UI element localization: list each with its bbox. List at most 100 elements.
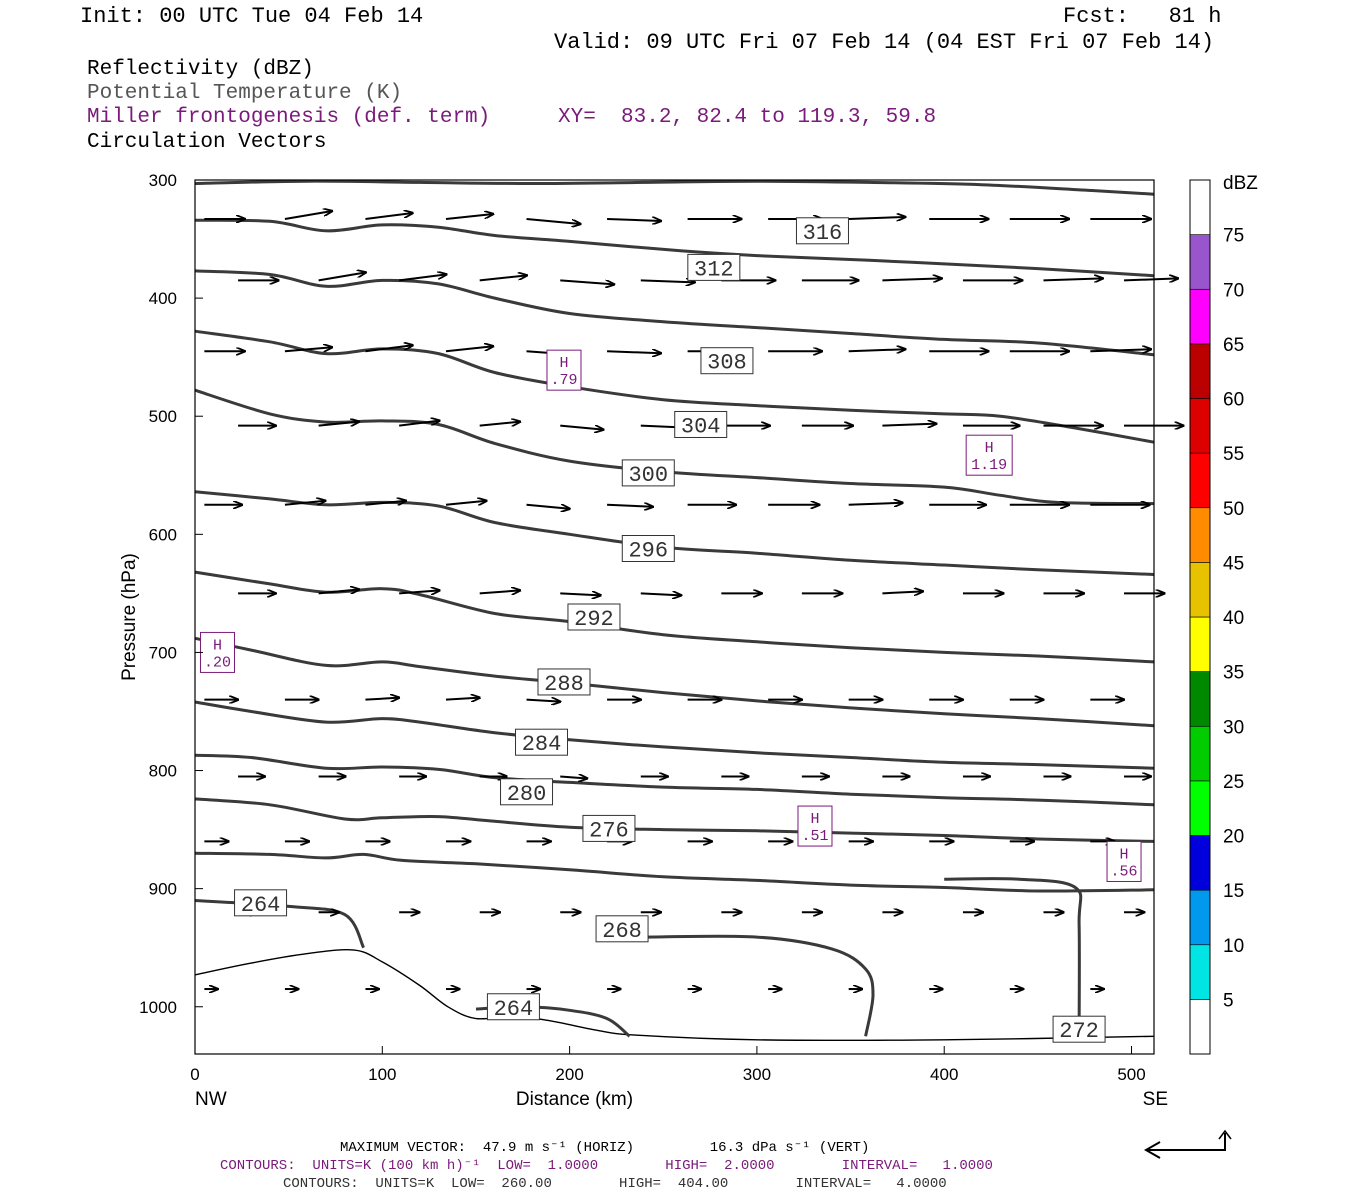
colorbar-label: 65 <box>1223 335 1244 356</box>
colorbar-segment <box>1189 398 1211 454</box>
y-tick-label: 1000 <box>139 998 177 1017</box>
colorbar-label: 30 <box>1223 717 1244 738</box>
colorbar-segment <box>1189 835 1211 891</box>
theta-label: 276 <box>589 818 629 843</box>
x-tick-label: 400 <box>930 1065 958 1084</box>
colorbar-segment <box>1189 889 1211 946</box>
theta-label: 280 <box>507 782 547 807</box>
circulation-vector <box>560 593 601 595</box>
circulation-vector <box>445 501 487 506</box>
colorbar-segment <box>1189 288 1211 345</box>
circulation-vector <box>882 278 941 280</box>
reference-vector-icon <box>1146 1133 1226 1151</box>
x-tick-label: 100 <box>368 1065 396 1084</box>
colorbar-label: 5 <box>1223 990 1234 1011</box>
circulation-vector <box>365 213 412 220</box>
theta-contour-unlabeled-15 <box>944 877 1083 1037</box>
field-label-theta: Potential Temperature (K) <box>87 82 403 105</box>
colorbar-segment <box>1189 999 1211 1055</box>
theta-contour-268 <box>194 851 1155 893</box>
theta-label-box <box>537 668 591 696</box>
x-axis-label: Distance (km) <box>516 1089 633 1110</box>
theta-label: 308 <box>707 351 747 376</box>
theta-contour-280 <box>194 753 1155 807</box>
theta-label: 264 <box>241 893 281 918</box>
theta-contour-308 <box>194 269 1155 357</box>
circulation-vector <box>318 589 360 595</box>
theta-label-box <box>582 814 636 842</box>
circulation-vector <box>284 347 332 353</box>
colorbar-label: 10 <box>1223 936 1244 957</box>
theta-contour-304 <box>194 329 1155 444</box>
colorbar-segment <box>1189 343 1211 399</box>
theta-contour-284 <box>194 700 1155 770</box>
frontogenesis-high-box <box>1106 840 1142 882</box>
colorbar-segment <box>1189 234 1211 290</box>
frontogenesis-high-value: 1.19 <box>971 457 1007 474</box>
colorbar-label: 35 <box>1223 663 1244 684</box>
theta-label: 288 <box>544 672 584 697</box>
colorbar-segment <box>1189 452 1211 509</box>
frontogenesis-high-value: .20 <box>204 654 231 671</box>
y-tick-label: 600 <box>149 525 177 544</box>
y-tick-label: 500 <box>149 407 177 426</box>
circulation-vector <box>399 590 440 593</box>
circulation-vector <box>607 351 661 353</box>
theta-label: 296 <box>628 538 668 563</box>
theta-label: 268 <box>602 919 642 944</box>
field-label-frontogenesis: Miller frontogenesis (def. term) <box>87 106 491 129</box>
circulation-vector <box>284 211 332 220</box>
circulation-vector <box>479 590 521 593</box>
theta-label-box <box>515 728 569 756</box>
colorbar-segment <box>1189 616 1211 672</box>
x-tick-label: 500 <box>1117 1065 1145 1084</box>
theta-label: 300 <box>628 463 668 488</box>
circulation-vector <box>560 424 603 430</box>
theta-contour-316 <box>194 179 1155 196</box>
frontogenesis-high-value: .51 <box>801 828 828 845</box>
colorbar-label: 20 <box>1223 827 1244 848</box>
circulation-vector <box>560 776 587 778</box>
x-end-label-left: NW <box>195 1089 227 1110</box>
circulation-vector <box>284 501 326 506</box>
circulation-vector <box>479 275 527 282</box>
colorbar-frame <box>1189 179 1211 1055</box>
colorbar-label: 45 <box>1223 553 1244 574</box>
theta-label-box <box>674 410 728 438</box>
circulation-vector <box>445 214 493 220</box>
plot-frame <box>194 179 1155 1055</box>
frontogenesis-high-label: H <box>559 355 568 372</box>
theta-contour-264 <box>194 899 365 949</box>
theta-label: 292 <box>574 607 614 632</box>
circulation-vector <box>607 219 661 221</box>
circulation-vector <box>318 422 360 427</box>
y-tick-label: 400 <box>149 289 177 308</box>
theta-contour-296 <box>194 490 1155 576</box>
y-tick-label: 800 <box>149 762 177 781</box>
circulation-vector <box>526 700 561 702</box>
theta-label-box <box>1052 1015 1106 1043</box>
circulation-vector <box>1090 349 1151 351</box>
circulation-vector <box>399 421 440 427</box>
field-label-reflectivity: Reflectivity (dBZ) <box>87 58 314 81</box>
colorbar-label: 75 <box>1223 226 1244 247</box>
colorbar-label: 70 <box>1223 280 1244 301</box>
x-tick-label: 300 <box>743 1065 771 1084</box>
circulation-vector <box>848 217 906 219</box>
frontogenesis-high-value: .79 <box>550 372 577 389</box>
circulation-vector <box>365 345 412 353</box>
colorbar-segment <box>1189 944 1211 1000</box>
reference-vector-arrowhead <box>1143 1141 1161 1159</box>
theta-label-box <box>687 253 741 281</box>
init-time: Init: 00 UTC Tue 04 Feb 14 <box>80 4 424 29</box>
colorbar-label: 50 <box>1223 499 1244 520</box>
circulation-vector <box>399 274 446 282</box>
theta-label: 304 <box>681 414 721 439</box>
circulation-vector <box>640 280 695 282</box>
circulation-vector <box>560 279 614 284</box>
frontogenesis-high-box <box>797 805 833 847</box>
theta-contour-276 <box>194 797 1155 843</box>
circulation-vector <box>365 501 406 506</box>
circulation-vector <box>526 217 581 224</box>
